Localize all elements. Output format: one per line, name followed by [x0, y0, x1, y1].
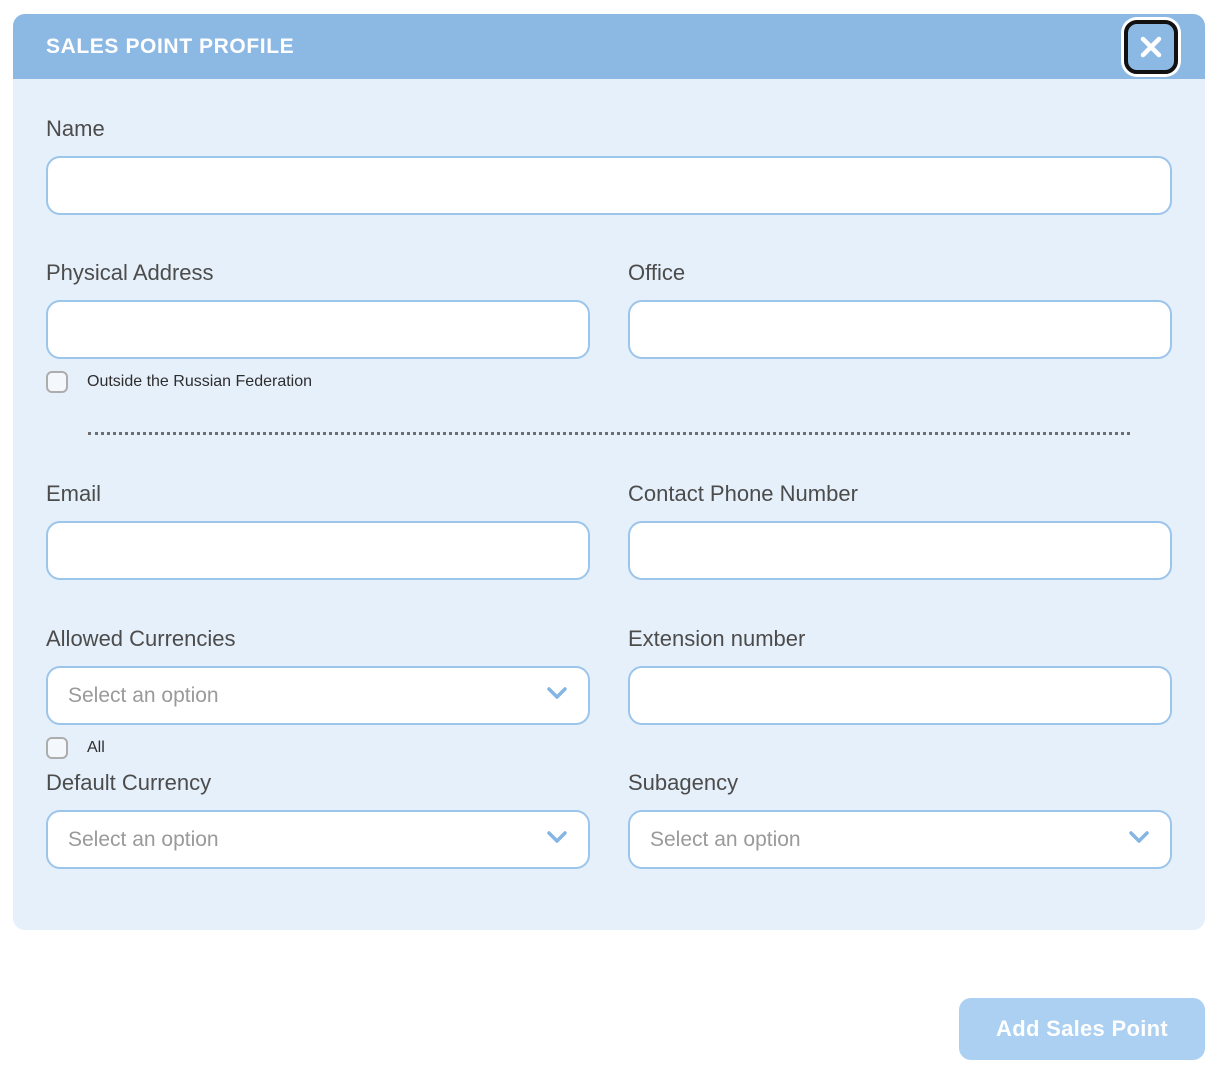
modal-title: SALES POINT PROFILE: [46, 34, 295, 58]
default-currency-subagency-row: Default Currency Select an option Subage…: [46, 772, 1172, 869]
outside-rf-checkbox-label: Outside the Russian Federation: [87, 373, 313, 390]
extension-number-label: Extension number: [628, 626, 806, 651]
name-field-group: Name: [46, 118, 1172, 215]
default-currency-placeholder: Select an option: [68, 827, 219, 851]
close-icon: [1137, 33, 1165, 61]
section-divider: [88, 432, 1130, 435]
allowed-currencies-field-group: Allowed Currencies Select an option All: [46, 628, 590, 759]
default-currency-field-group: Default Currency Select an option: [46, 772, 590, 869]
email-field-group: Email: [46, 483, 590, 580]
subagency-label: Subagency: [628, 770, 739, 795]
email-label: Email: [46, 481, 102, 506]
outside-rf-checkbox[interactable]: [46, 371, 68, 393]
contact-phone-label: Contact Phone Number: [628, 481, 858, 506]
contact-phone-field-group: Contact Phone Number: [628, 483, 1172, 580]
allowed-currencies-label: Allowed Currencies: [46, 626, 236, 651]
email-input[interactable]: [46, 521, 590, 580]
outside-rf-checkbox-row: Outside the Russian Federation: [46, 371, 590, 393]
add-sales-point-button[interactable]: Add Sales Point: [959, 998, 1205, 1060]
default-currency-label: Default Currency: [46, 770, 212, 795]
chevron-down-icon: [546, 830, 568, 849]
modal-content: Name Physical Address Outside the Russia…: [13, 118, 1205, 869]
currencies-extension-row: Allowed Currencies Select an option All: [46, 628, 1172, 759]
allowed-currencies-select[interactable]: Select an option: [46, 666, 590, 725]
name-input[interactable]: [46, 156, 1172, 215]
physical-address-label: Physical Address: [46, 260, 214, 285]
subagency-select[interactable]: Select an option: [628, 810, 1172, 869]
physical-address-field-group: Physical Address Outside the Russian Fed…: [46, 262, 590, 393]
subagency-field-group: Subagency Select an option: [628, 772, 1172, 869]
extension-number-field-group: Extension number: [628, 628, 1172, 759]
default-currency-select[interactable]: Select an option: [46, 810, 590, 869]
contact-phone-input[interactable]: [628, 521, 1172, 580]
office-input[interactable]: [628, 300, 1172, 359]
name-label: Name: [46, 116, 105, 141]
all-checkbox[interactable]: [46, 737, 68, 759]
physical-address-input[interactable]: [46, 300, 590, 359]
chevron-down-icon: [1128, 830, 1150, 849]
allowed-currencies-placeholder: Select an option: [68, 683, 219, 707]
modal-header: SALES POINT PROFILE: [13, 14, 1205, 79]
subagency-placeholder: Select an option: [650, 827, 801, 851]
office-field-group: Office: [628, 262, 1172, 393]
all-checkbox-row: All: [46, 737, 590, 759]
address-office-row: Physical Address Outside the Russian Fed…: [46, 262, 1172, 393]
extension-number-input[interactable]: [628, 666, 1172, 725]
sales-point-profile-modal: SALES POINT PROFILE Name Physical Ad: [13, 14, 1205, 930]
office-label: Office: [628, 260, 686, 285]
close-button[interactable]: [1124, 19, 1178, 74]
chevron-down-icon: [546, 686, 568, 705]
all-checkbox-label: All: [87, 739, 105, 756]
email-phone-row: Email Contact Phone Number: [46, 483, 1172, 580]
